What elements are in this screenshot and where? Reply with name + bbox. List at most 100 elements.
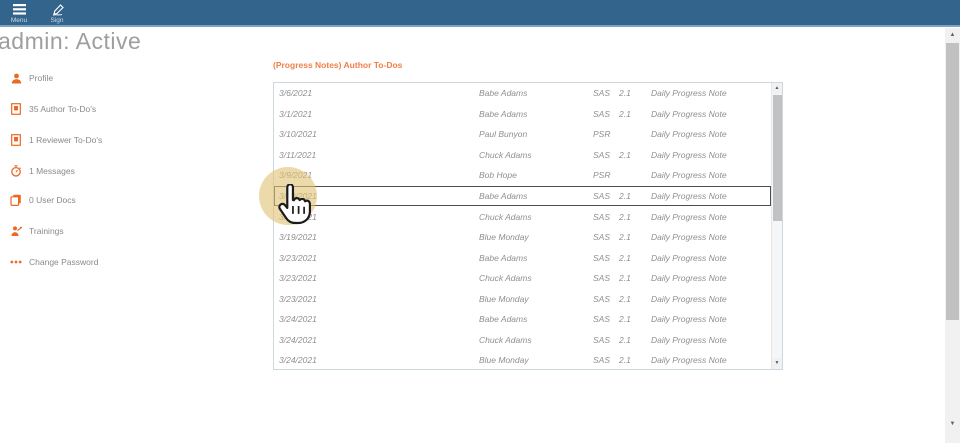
todo-row-note: Daily Progress Note	[651, 129, 727, 140]
todo-row-date: 3/10/2021	[279, 129, 317, 140]
todo-row[interactable]: 3/19/2021 Blue Monday SAS 2.1 Daily Prog…	[274, 227, 771, 248]
todo-row-version: 2.1	[619, 232, 631, 243]
todo-row-date: 3/23/2021	[279, 252, 317, 263]
todo-row-note: Daily Progress Note	[651, 293, 727, 304]
todo-row-version: 2.1	[619, 211, 631, 222]
sidebar-item-label: 0 User Docs	[29, 195, 76, 205]
page-scrollbar-thumb[interactable]	[946, 43, 959, 320]
todo-row-date: 3/23/2021	[279, 273, 317, 284]
sign-button[interactable]: Sign	[38, 0, 76, 27]
todo-row-date: 3/23/2021	[279, 293, 317, 304]
signature-pen-icon	[51, 3, 64, 16]
todo-row-date: 3/6/2021	[279, 88, 313, 99]
todo-row-note: Daily Progress Note	[651, 191, 727, 201]
user-docs-icon	[10, 194, 22, 206]
sidebar-item-profile[interactable]: Profile	[10, 71, 53, 85]
todo-row-name: Babe Adams	[479, 108, 528, 119]
todo-row-program: SAS	[593, 314, 611, 325]
todo-row-name: Chuck Adams	[479, 334, 532, 345]
todo-row[interactable]: 3/19/2021 Babe Adams SAS 2.1 Daily Progr…	[274, 185, 771, 207]
trainings-icon	[10, 225, 22, 237]
todo-row-program: SAS	[593, 149, 611, 160]
author-todos-icon	[10, 103, 22, 115]
todo-row[interactable]: 3/9/2021 Bob Hope PSR Daily Progress Not…	[274, 165, 771, 186]
todo-row-version: 2.1	[619, 191, 631, 201]
table-scroll-up-icon[interactable]: ▲	[772, 83, 782, 94]
todo-row-program: SAS	[593, 252, 611, 263]
todo-row-name: Blue Monday	[479, 355, 529, 366]
todo-row-program: PSR	[593, 129, 611, 140]
page-scrollbar[interactable]: ▲ ▼	[945, 28, 960, 443]
todo-row-program: SAS	[593, 355, 611, 366]
todo-row-note: Daily Progress Note	[651, 252, 727, 263]
sidebar-item-trainings[interactable]: Trainings	[10, 224, 64, 238]
table-scroll-down-icon[interactable]: ▼	[772, 358, 782, 369]
reviewer-todos-icon	[10, 134, 22, 146]
todo-row-program: SAS	[593, 88, 611, 99]
sidebar-item-change-password[interactable]: Change Password	[10, 255, 98, 269]
page-scroll-down-icon[interactable]: ▼	[945, 418, 960, 431]
todo-row-note: Daily Progress Note	[651, 170, 727, 181]
todo-row-note: Daily Progress Note	[651, 232, 727, 243]
menu-button-label: Menu	[10, 17, 28, 24]
todo-row[interactable]: 3/11/2021 Chuck Adams SAS 2.1 Daily Prog…	[274, 145, 771, 166]
table-scrollbar-thumb[interactable]	[773, 95, 782, 221]
todo-row-note: Daily Progress Note	[651, 108, 727, 119]
todo-row[interactable]: 3/23/2021 Babe Adams SAS 2.1 Daily Progr…	[274, 247, 771, 268]
todo-row-program: SAS	[593, 334, 611, 345]
page-scroll-up-icon[interactable]: ▲	[945, 29, 960, 42]
todo-row-note: Daily Progress Note	[651, 334, 727, 345]
sidebar-item-author-todos[interactable]: 35 Author To-Do's	[10, 102, 96, 116]
todo-row-program: PSR	[593, 170, 611, 181]
todo-row-name: Chuck Adams	[479, 273, 532, 284]
todo-row-date: 3/1/2021	[279, 108, 313, 119]
sidebar-item-label: Trainings	[29, 226, 64, 236]
todo-row-program: SAS	[593, 273, 611, 284]
sidebar-item-messages[interactable]: 1 Messages	[10, 164, 75, 178]
todo-row-date: 3/9/2021	[279, 170, 313, 181]
todo-row[interactable]: 3/10/2021 Paul Bunyon PSR Daily Progress…	[274, 124, 771, 145]
todo-row-name: Babe Adams	[479, 88, 528, 99]
todo-row-date: 3/24/2021	[279, 355, 317, 366]
todo-row-date: 3/24/2021	[279, 314, 317, 325]
todo-row-date: 3/19/2021	[279, 191, 317, 201]
menu-button[interactable]: Menu	[0, 0, 38, 27]
todo-row-name: Babe Adams	[479, 314, 528, 325]
todo-table: 3/6/2021 Babe Adams SAS 2.1 Daily Progre…	[273, 82, 783, 370]
todo-row-name: Babe Adams	[479, 191, 528, 201]
todo-row-version: 2.1	[619, 314, 631, 325]
todo-row-version: 2.1	[619, 334, 631, 345]
todo-row[interactable]: 3/24/2021 Babe Adams SAS 2.1 Daily Progr…	[274, 309, 771, 330]
todo-row-version: 2.1	[619, 355, 631, 366]
todo-row-program: SAS	[593, 191, 611, 201]
sidebar-item-label: 35 Author To-Do's	[29, 104, 97, 114]
todo-row[interactable]: 3/23/2021 Chuck Adams SAS 2.1 Daily Prog…	[274, 268, 771, 289]
content-header: (Progress Notes) Author To-Dos	[273, 60, 403, 70]
todo-row[interactable]: 3/24/2021 Chuck Adams SAS 2.1 Daily Prog…	[274, 330, 771, 351]
sidebar-item-label: Change Password	[29, 257, 99, 267]
todo-row[interactable]: 3/6/2021 Babe Adams SAS 2.1 Daily Progre…	[274, 83, 771, 104]
todo-row-name: Blue Monday	[479, 232, 529, 243]
sidebar-item-user-docs[interactable]: 0 User Docs	[10, 193, 76, 207]
todo-row-program: SAS	[593, 108, 611, 119]
todo-row-program: SAS	[593, 232, 611, 243]
todo-row[interactable]: 3/1/2021 Babe Adams SAS 2.1 Daily Progre…	[274, 104, 771, 125]
todo-row[interactable]: 3/24/2021 Blue Monday SAS 2.1 Daily Prog…	[274, 350, 771, 369]
todo-row-name: Chuck Adams	[479, 149, 532, 160]
todo-row-version: 2.1	[619, 108, 631, 119]
todo-row-note: Daily Progress Note	[651, 149, 727, 160]
password-dots-icon	[10, 256, 22, 268]
todo-row-note: Daily Progress Note	[651, 273, 727, 284]
table-scrollbar[interactable]: ▲ ▼	[771, 83, 782, 369]
todo-row-version: 2.1	[619, 252, 631, 263]
sidebar-item-reviewer-todos[interactable]: 1 Reviewer To-Do's	[10, 133, 102, 147]
todo-row-version: 2.1	[619, 273, 631, 284]
todo-row-program: SAS	[593, 293, 611, 304]
todo-row-program: SAS	[593, 211, 611, 222]
todo-row-note: Daily Progress Note	[651, 355, 727, 366]
todo-row[interactable]: 3/19/2021 Chuck Adams SAS 2.1 Daily Prog…	[274, 206, 771, 227]
todo-row[interactable]: 3/23/2021 Blue Monday SAS 2.1 Daily Prog…	[274, 288, 771, 309]
sidebar-item-label: Profile	[29, 73, 54, 83]
todo-row-name: Blue Monday	[479, 293, 529, 304]
sidebar-item-label: 1 Messages	[29, 166, 75, 176]
